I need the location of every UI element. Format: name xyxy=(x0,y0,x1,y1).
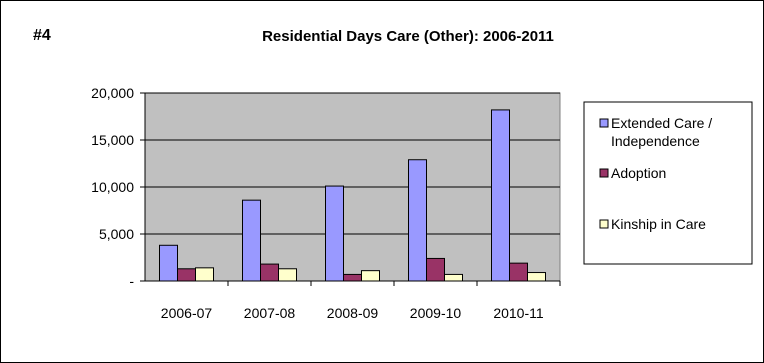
chart-number-label: #4 xyxy=(33,27,51,44)
legend-label: Independence xyxy=(611,133,700,149)
legend-swatch xyxy=(599,118,609,128)
bar xyxy=(260,263,279,282)
bar xyxy=(444,273,463,282)
bar xyxy=(242,199,261,282)
bar xyxy=(159,244,178,282)
legend-label: Adoption xyxy=(611,165,666,181)
bar xyxy=(343,273,362,282)
y-tick-label: - xyxy=(129,273,134,289)
bar xyxy=(527,272,546,282)
bar xyxy=(278,268,297,282)
bar xyxy=(195,267,214,282)
x-tick-label: 2006-07 xyxy=(161,305,213,321)
bar xyxy=(177,268,196,282)
legend-label: Kinship in Care xyxy=(611,216,706,232)
x-tick-label: 2010-11 xyxy=(493,305,544,321)
bar xyxy=(408,159,427,282)
legend-box xyxy=(583,101,753,265)
legend: Extended Care / Independence Adoption Kinsh… xyxy=(583,101,753,265)
bar xyxy=(426,257,445,282)
y-tick-label: 5,000 xyxy=(99,226,134,242)
legend-label: Extended Care / xyxy=(611,115,712,131)
y-tick-label: 10,000 xyxy=(91,179,134,195)
bar xyxy=(325,185,344,282)
y-tick-label: 15,000 xyxy=(91,132,134,148)
legend-swatch xyxy=(599,168,609,178)
y-tick-label: 20,000 xyxy=(91,85,134,101)
x-tick-label: 2007-08 xyxy=(244,305,296,321)
x-tick-label: 2009-10 xyxy=(410,305,462,321)
bar xyxy=(509,262,528,282)
bar xyxy=(491,109,510,282)
bar xyxy=(361,270,380,282)
plot-area: - 5,000 10,000 15,000 20,000 2006-07 2007-08 20… xyxy=(91,85,561,321)
chart-title: Residential Days Care (Other): 2006-2011 xyxy=(262,28,554,45)
legend-swatch xyxy=(599,219,609,229)
x-tick-label: 2008-09 xyxy=(327,305,379,321)
